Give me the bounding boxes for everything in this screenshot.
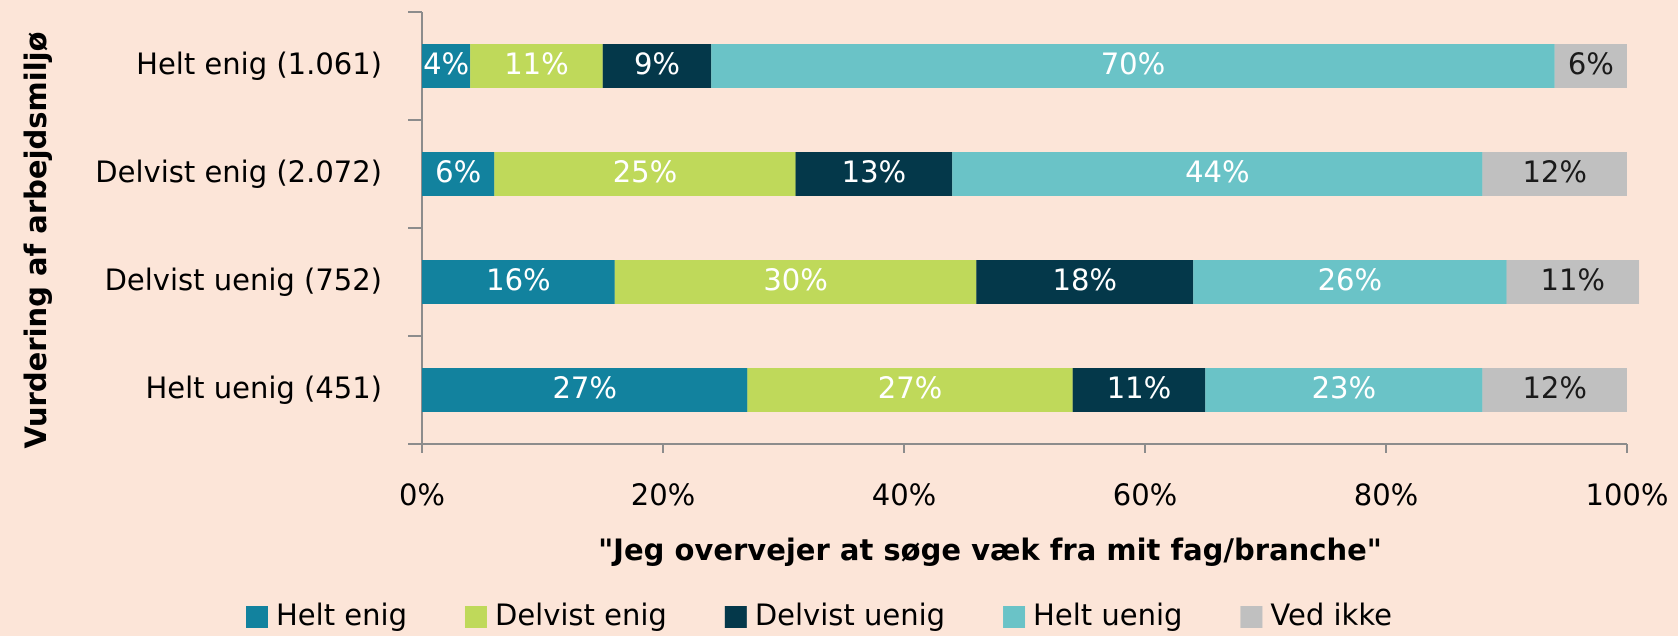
data-label: 30% — [763, 263, 827, 297]
bar-segment — [952, 152, 1483, 196]
data-label: 44% — [1185, 155, 1249, 189]
y-axis-title: Vurdering af arbejdsmiljø — [19, 31, 53, 448]
bar-segment — [1193, 260, 1507, 304]
bar-segment — [1482, 152, 1627, 196]
data-label: 23% — [1312, 371, 1376, 405]
data-label: 9% — [634, 47, 680, 81]
bar-segment — [1072, 368, 1206, 412]
x-tick-label: 80% — [1354, 478, 1418, 512]
data-label: 27% — [552, 371, 616, 405]
y-tick-label: Delvist enig (2.072) — [95, 155, 382, 189]
legend-label: Helt enig — [276, 598, 407, 632]
legend-label: Delvist enig — [495, 598, 667, 632]
legend-swatch — [1240, 606, 1263, 628]
bar-segment — [1506, 260, 1640, 304]
bar-segment — [1482, 368, 1627, 412]
data-label: 6% — [435, 155, 481, 189]
bar-segment — [614, 260, 977, 304]
legend-swatch — [246, 606, 268, 628]
data-label: 11% — [504, 47, 568, 81]
data-label: 6% — [1568, 47, 1614, 81]
bar-segment — [602, 44, 712, 88]
bar-segment — [470, 44, 603, 88]
bar-segment — [494, 152, 796, 196]
bar-segment — [795, 152, 953, 196]
data-label: 26% — [1318, 263, 1382, 297]
bar-segment — [1205, 368, 1483, 412]
data-label: 25% — [613, 155, 677, 189]
x-axis-title: "Jeg overvejer at søge væk fra mit fag/b… — [598, 533, 1382, 567]
x-tick-label: 100% — [1586, 478, 1669, 512]
bar-segment — [422, 368, 748, 412]
x-tick-label: 20% — [631, 478, 695, 512]
bar-segment — [422, 44, 471, 88]
x-tick-label: 40% — [872, 478, 936, 512]
data-label: 18% — [1053, 263, 1117, 297]
data-label: 11% — [1107, 371, 1171, 405]
legend-swatch — [464, 606, 487, 628]
y-tick-label: Delvist uenig (752) — [105, 263, 382, 297]
data-label: 4% — [423, 47, 469, 81]
x-tick-label: 60% — [1113, 478, 1177, 512]
y-tick-label: Helt uenig (451) — [145, 371, 382, 405]
bar-segment — [422, 152, 495, 196]
data-label: 27% — [878, 371, 942, 405]
legend-swatch — [724, 606, 747, 628]
y-tick-label: Helt enig (1.061) — [136, 47, 382, 81]
legend-label: Helt uenig — [1033, 598, 1182, 632]
bar-segment — [711, 44, 1555, 88]
bar-segment — [747, 368, 1073, 412]
bar-segment — [422, 260, 615, 304]
data-label: 16% — [486, 263, 550, 297]
legend-label: Delvist uenig — [755, 598, 945, 632]
data-label: 11% — [1541, 263, 1605, 297]
x-tick-label: 0% — [399, 478, 445, 512]
data-label: 12% — [1522, 371, 1586, 405]
legend-label: Ved ikke — [1270, 598, 1392, 632]
data-label: 70% — [1101, 47, 1165, 81]
legend-swatch — [1003, 606, 1026, 628]
data-label: 13% — [842, 155, 906, 189]
bar-segment — [976, 260, 1194, 304]
data-label: 12% — [1522, 155, 1586, 189]
bar-segment — [1554, 44, 1627, 88]
